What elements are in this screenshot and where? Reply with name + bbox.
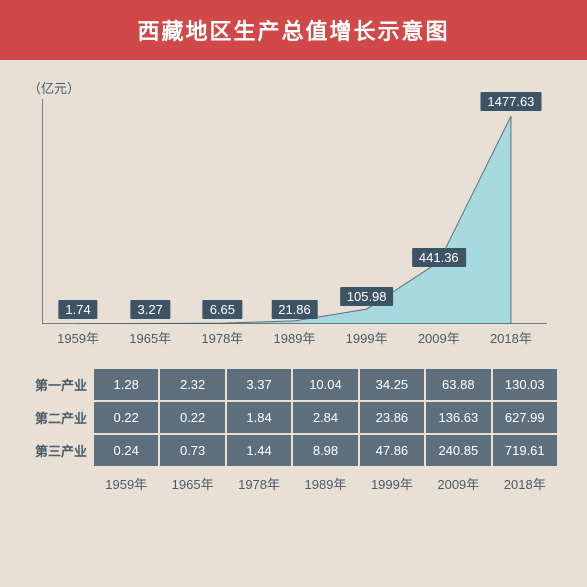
value-badge: 21.86 [271, 300, 318, 319]
x-tick-label: 2009年 [403, 328, 475, 347]
table-cell: 2.84 [293, 402, 357, 433]
x-tick-label: 1989年 [258, 328, 330, 347]
table-cell: 34.25 [360, 369, 424, 400]
table-cell: 2.32 [160, 369, 224, 400]
table-cell: 719.61 [493, 435, 557, 466]
value-badge: 441.36 [412, 248, 466, 267]
row-label: 第一产业 [30, 369, 92, 400]
table-cell: 10.04 [293, 369, 357, 400]
value-badge: 105.98 [340, 287, 394, 306]
table-cell: 0.22 [160, 402, 224, 433]
row-label: 第二产业 [30, 402, 92, 433]
table-row: 第一产业1.282.323.3710.0434.2563.88130.03 [30, 369, 557, 400]
table-cell: 8.98 [293, 435, 357, 466]
y-axis-unit: （亿元） [28, 78, 559, 97]
table-cell: 23.86 [360, 402, 424, 433]
x-axis-labels: 1959年1965年1978年1989年1999年2009年2018年 [42, 328, 547, 347]
value-badge: 3.27 [131, 300, 170, 319]
table-cell: 1.28 [94, 369, 158, 400]
table-cell: 240.85 [426, 435, 490, 466]
area-chart: 1.743.276.6521.86105.98441.361477.63 [42, 99, 547, 324]
industry-table: 第一产业1.282.323.3710.0434.2563.88130.03第二产… [28, 367, 559, 501]
table-year-label: 2009年 [426, 468, 490, 499]
table-cell: 0.24 [94, 435, 158, 466]
table-cell: 136.63 [426, 402, 490, 433]
value-badge: 6.65 [203, 300, 242, 319]
table-cell: 1.44 [227, 435, 291, 466]
x-tick-label: 1965年 [114, 328, 186, 347]
table-cell: 47.86 [360, 435, 424, 466]
industry-table-wrap: 第一产业1.282.323.3710.0434.2563.88130.03第二产… [0, 353, 587, 501]
table-year-label: 1989年 [293, 468, 357, 499]
table-cell: 1.84 [227, 402, 291, 433]
table-cell: 63.88 [426, 369, 490, 400]
table-cell: 130.03 [493, 369, 557, 400]
table-cell: 0.22 [94, 402, 158, 433]
x-tick-label: 1978年 [186, 328, 258, 347]
row-label: 第三产业 [30, 435, 92, 466]
value-badge: 1.74 [58, 300, 97, 319]
x-tick-label: 2018年 [475, 328, 547, 347]
x-tick-label: 1999年 [331, 328, 403, 347]
x-tick-label: 1959年 [42, 328, 114, 347]
table-cell: 3.37 [227, 369, 291, 400]
value-badge: 1477.63 [480, 92, 541, 111]
page-title: 西藏地区生产总值增长示意图 [0, 0, 587, 60]
table-year-label: 1999年 [360, 468, 424, 499]
table-cell: 627.99 [493, 402, 557, 433]
table-row: 第二产业0.220.221.842.8423.86136.63627.99 [30, 402, 557, 433]
table-row: 第三产业0.240.731.448.9847.86240.85719.61 [30, 435, 557, 466]
table-year-label: 1965年 [160, 468, 224, 499]
table-year-label: 1978年 [227, 468, 291, 499]
chart-area: （亿元） 1.74 3.27 6.65 21.86 105.98 441.36 1477.6… [0, 60, 587, 353]
table-year-label: 2018年 [493, 468, 557, 499]
table-year-label: 1959年 [94, 468, 158, 499]
table-year-row: 1959年1965年1978年1989年1999年2009年2018年 [30, 468, 557, 499]
table-cell: 0.73 [160, 435, 224, 466]
